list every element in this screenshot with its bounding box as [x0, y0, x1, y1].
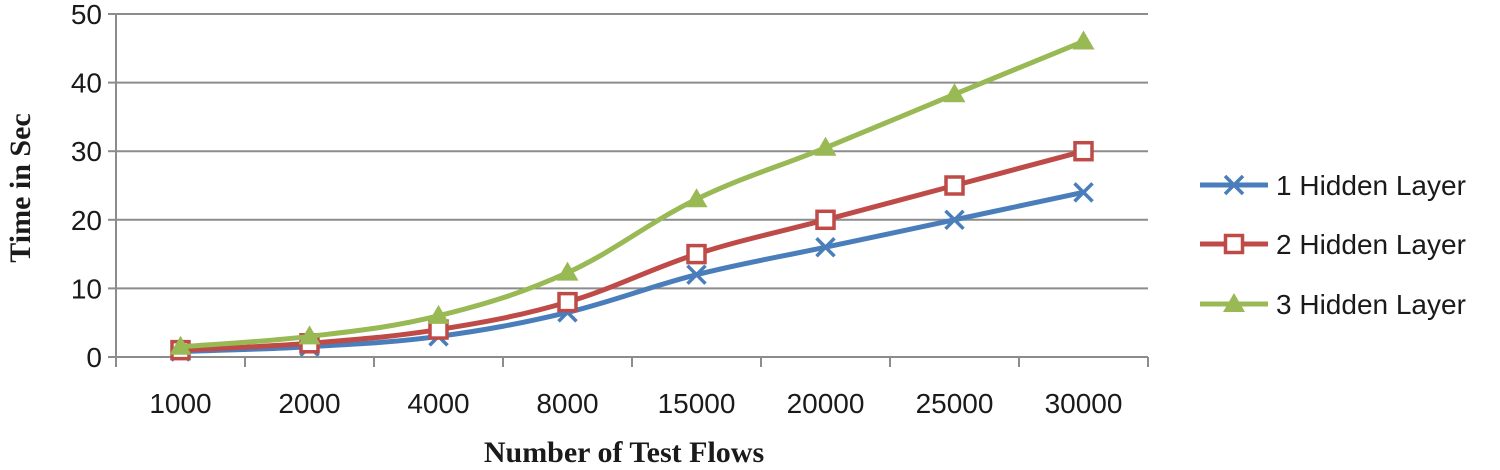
y-tick-label: 50 — [71, 0, 102, 30]
x-axis-title: Number of Test Flows — [484, 436, 764, 469]
x-tick-label: 20000 — [787, 388, 865, 419]
series-line — [180, 39, 1085, 350]
legend-marker — [1223, 233, 1245, 255]
data-point — [815, 209, 836, 231]
data-point — [1073, 140, 1094, 162]
data-point — [556, 261, 579, 281]
data-point — [298, 325, 321, 345]
y-tick-label: 10 — [71, 273, 102, 304]
data-point — [943, 83, 966, 103]
data-point — [685, 188, 708, 208]
x-tick-label: 25000 — [916, 388, 994, 419]
legend-item-3: 3 Hidden Layer — [1200, 289, 1466, 320]
x-tick-label: 15000 — [658, 388, 736, 419]
y-tick-label: 0 — [86, 342, 102, 373]
marker-stroke — [815, 237, 836, 258]
data-point — [814, 136, 837, 156]
axes — [108, 13, 1149, 367]
legend-marker — [1223, 174, 1245, 196]
y-axis-title: Time in Sec — [4, 113, 37, 262]
x-tick-label: 4000 — [407, 388, 469, 419]
data-point — [944, 175, 965, 196]
series — [169, 30, 1095, 362]
x-tick-label: 1000 — [149, 388, 211, 419]
data-point — [557, 291, 578, 313]
series-2 — [170, 140, 1094, 361]
data-point — [686, 243, 707, 265]
series-3 — [169, 30, 1095, 355]
series-line — [180, 148, 1085, 353]
marker-stroke — [944, 209, 965, 231]
data-point — [1073, 182, 1094, 203]
data-point — [1072, 30, 1095, 50]
legend-marker — [1223, 293, 1245, 312]
x-tick-label: 30000 — [1045, 388, 1123, 419]
legend-item-2: 2 Hidden Layer — [1200, 229, 1466, 260]
data-point — [944, 209, 965, 231]
legend: 1 Hidden Layer 2 Hidden Layer 3 Hidden Lay… — [1200, 170, 1466, 320]
legend-item-1: 1 Hidden Layer — [1200, 170, 1466, 201]
legend-label: 1 Hidden Layer — [1276, 170, 1466, 201]
y-tick-label: 30 — [71, 136, 102, 167]
gridlines — [116, 13, 1148, 290]
marker-stroke — [1073, 182, 1094, 203]
data-point — [427, 304, 450, 324]
x-tick-label: 8000 — [536, 388, 598, 419]
marker-stroke — [1223, 174, 1245, 196]
y-tick-label: 20 — [71, 205, 102, 236]
data-point — [815, 237, 836, 258]
data-point — [686, 264, 707, 285]
legend-label: 3 Hidden Layer — [1276, 289, 1466, 320]
marker-stroke — [686, 264, 707, 285]
y-tick-label: 40 — [71, 68, 102, 99]
data-point — [169, 335, 192, 355]
series-line — [180, 189, 1085, 355]
x-tick-label: 2000 — [278, 388, 340, 419]
tick-labels: 0 10 20 30 40 50 1000 2000 4000 8000 15000 20000 250… — [71, 0, 1123, 419]
legend-label: 2 Hidden Layer — [1276, 229, 1466, 260]
